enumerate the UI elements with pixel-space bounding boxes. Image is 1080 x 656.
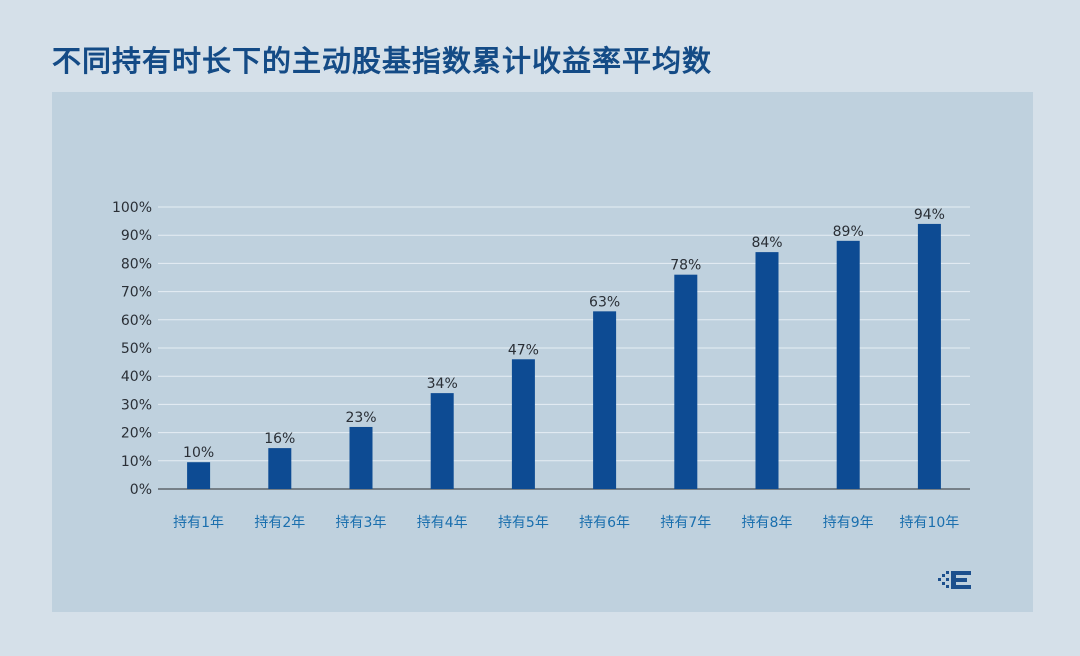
y-tick-label: 60% [121,313,152,329]
data-label: 94% [914,207,945,223]
y-tick-label: 80% [121,256,152,272]
bar [593,311,617,489]
chart-title: 不同持有时长下的主动股基指数累计收益率平均数 [52,44,713,78]
y-tick-label: 20% [121,426,152,442]
x-category-label: 持有6年 [579,515,630,531]
data-label: 63% [589,294,620,310]
data-label: 23% [345,410,376,426]
striped-e-logo-icon [938,571,971,589]
data-label: 84% [751,235,782,251]
data-label: 10% [183,445,214,461]
y-tick-label: 10% [121,454,152,470]
bar [674,274,698,489]
x-category-label: 持有1年 [173,515,224,531]
bar [430,393,454,489]
bar [836,240,860,489]
bar [349,426,373,489]
bar [755,252,779,489]
x-category-label: 持有9年 [823,515,874,531]
data-label: 34% [427,376,458,392]
x-category-label: 持有7年 [660,515,711,531]
y-tick-label: 30% [121,397,152,413]
chart-panel: 0% 10% 20% 30% 40% 50% 60% 70% 80% 90% 100% 10% 持有1年… [52,92,1033,612]
x-category-label: 持有5年 [498,515,549,531]
y-tick-label: 100% [112,200,152,216]
x-category-label: 持有2年 [254,515,305,531]
data-label: 89% [833,224,864,240]
data-label: 16% [264,431,295,447]
y-tick-label: 0% [130,482,152,498]
y-tick-label: 40% [121,369,152,385]
bar-chart: 0% 10% 20% 30% 40% 50% 60% 70% 80% 90% 100% 10% 持有1年… [112,200,970,531]
y-tick-label: 50% [121,341,152,357]
x-category-label: 持有8年 [742,515,793,531]
x-category-label: 持有10年 [899,515,959,531]
bar [917,223,941,490]
y-tick-label: 90% [121,228,152,244]
bar [187,462,211,489]
data-label: 78% [670,258,701,274]
bar [511,359,535,489]
x-category-label: 持有4年 [417,515,468,531]
bar [268,448,292,489]
x-category-label: 持有3年 [336,515,387,531]
y-tick-label: 70% [121,285,152,301]
data-label: 47% [508,342,539,358]
